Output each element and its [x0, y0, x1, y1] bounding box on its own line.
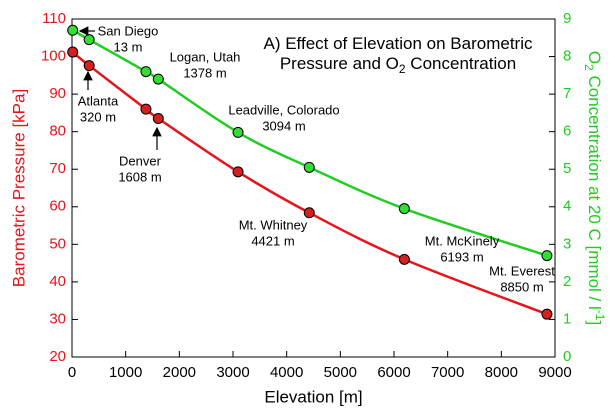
x-tick-label: 5000 — [324, 364, 357, 381]
annotation: Mt. Whitney — [239, 217, 308, 232]
y-tick-label: 100 — [41, 48, 66, 65]
annotation: 13 m — [114, 39, 143, 54]
data-point — [140, 66, 152, 78]
y2-tick-label: 0 — [563, 348, 571, 365]
y2-axis-label-part: -1 — [593, 310, 607, 321]
x-tick-label: 6000 — [377, 364, 410, 381]
annotation: Denver — [119, 153, 162, 168]
y2-axis-label-part: O — [585, 51, 604, 64]
data-point — [67, 24, 79, 36]
y-tick-label: 90 — [49, 85, 66, 102]
x-axis-label: Elevation [m] — [264, 387, 362, 406]
chart-title-part: Pressure and O — [280, 54, 399, 73]
data-point — [67, 46, 79, 58]
x-tick-label: 0 — [68, 364, 76, 381]
y2-tick-label: 9 — [563, 10, 571, 27]
y-axis-label: Barometric Pressure [kPa] — [9, 89, 28, 287]
data-point — [83, 60, 95, 72]
annotation: Atlanta — [78, 93, 119, 108]
y2-axis-label: O2 Concentration at 20 C [mmol / l-1] — [582, 51, 607, 325]
data-point — [303, 161, 315, 173]
data-point — [232, 126, 244, 138]
annotation: 8850 m — [500, 279, 543, 294]
annotation: 4421 m — [251, 233, 294, 248]
y2-tick-label: 5 — [563, 160, 571, 177]
annotation: Logan, Utah — [170, 49, 241, 64]
chart-title-part: A) Effect of Elevation on Barometric — [264, 34, 533, 53]
y2-tick-label: 7 — [563, 85, 571, 102]
data-point — [83, 34, 95, 46]
annotation: 3094 m — [262, 118, 305, 133]
x-tick-label: 7000 — [431, 364, 464, 381]
x-tick-label: 2000 — [163, 364, 196, 381]
y-tick-label: 30 — [49, 310, 66, 327]
chart-title: Pressure and O2 Concentration — [280, 54, 516, 76]
data-point — [541, 308, 553, 320]
chart-title: A) Effect of Elevation on Barometric — [264, 34, 533, 53]
annotation: 320 m — [80, 109, 116, 124]
x-tick-label: 4000 — [270, 364, 303, 381]
annotation: 1378 m — [183, 65, 226, 80]
y-tick-label: 40 — [49, 273, 66, 290]
data-point — [541, 250, 553, 262]
data-point — [232, 166, 244, 178]
annotation: San Diego — [98, 23, 159, 38]
data-point — [152, 113, 164, 125]
y2-axis-label-part: ] — [585, 320, 604, 325]
data-point — [303, 207, 315, 219]
y2-tick-label: 3 — [563, 235, 571, 252]
data-point — [140, 103, 152, 115]
data-point — [398, 253, 410, 265]
chart-title-part: Concentration — [406, 54, 517, 73]
annotation: 6193 m — [440, 249, 483, 264]
x-tick-label: 9000 — [538, 364, 571, 381]
y2-tick-label: 2 — [563, 273, 571, 290]
annotation: Mt. McKinely — [425, 233, 500, 248]
data-point — [152, 73, 164, 85]
y2-tick-label: 6 — [563, 123, 571, 140]
y2-tick-label: 1 — [563, 310, 571, 327]
y-tick-label: 70 — [49, 160, 66, 177]
y2-axis-label-part: Concentration at 20 C [mmol / l — [585, 71, 604, 310]
y2-tick-label: 8 — [563, 48, 571, 65]
data-point — [398, 203, 410, 215]
y-tick-label: 110 — [42, 10, 66, 27]
y-tick-label: 60 — [49, 198, 66, 215]
y2-tick-label: 4 — [563, 198, 571, 215]
x-tick-label: 1000 — [109, 364, 142, 381]
chart-title-part: 2 — [399, 62, 406, 76]
plot-frame — [71, 18, 556, 358]
y-tick-label: 50 — [49, 235, 66, 252]
annotation: 1608 m — [118, 169, 161, 184]
x-tick-label: 8000 — [485, 364, 518, 381]
x-tick-label: 3000 — [216, 364, 249, 381]
y-tick-label: 20 — [49, 348, 66, 365]
annotation: Mt. Everest — [489, 263, 555, 278]
y-tick-label: 80 — [49, 123, 66, 140]
annotation: Leadville, Colorado — [228, 102, 339, 117]
y2-axis-label-part: 2 — [582, 64, 596, 71]
